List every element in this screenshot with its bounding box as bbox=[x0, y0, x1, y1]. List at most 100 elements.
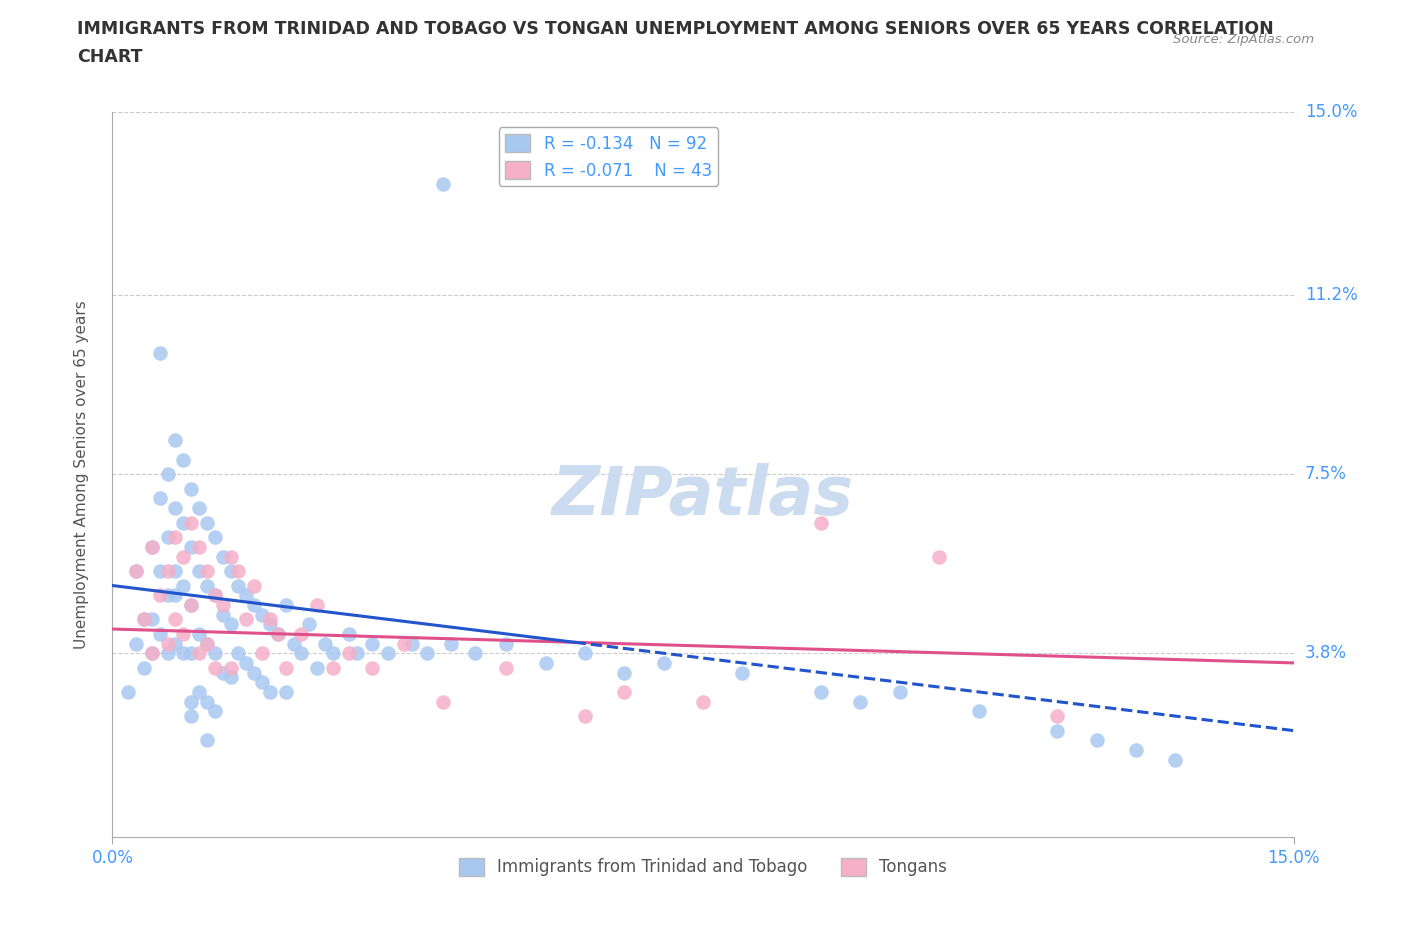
Legend: Immigrants from Trinidad and Tobago, Tongans: Immigrants from Trinidad and Tobago, Ton… bbox=[453, 851, 953, 884]
Point bbox=[195, 636, 218, 651]
Point bbox=[180, 597, 202, 612]
Point bbox=[132, 612, 155, 627]
Point bbox=[172, 645, 194, 660]
Point bbox=[250, 675, 273, 690]
Point bbox=[1046, 724, 1069, 738]
Point bbox=[1046, 709, 1069, 724]
Point bbox=[889, 684, 911, 699]
Point bbox=[401, 636, 423, 651]
Point bbox=[810, 684, 832, 699]
Point bbox=[322, 660, 344, 675]
Point bbox=[149, 491, 172, 506]
Point bbox=[141, 645, 163, 660]
Point bbox=[928, 549, 950, 564]
Point bbox=[211, 549, 233, 564]
Point bbox=[228, 564, 250, 578]
Point bbox=[259, 612, 281, 627]
Point bbox=[613, 665, 636, 680]
Point bbox=[172, 549, 194, 564]
Point bbox=[361, 660, 384, 675]
Point bbox=[195, 564, 218, 578]
Point bbox=[156, 636, 179, 651]
Point bbox=[652, 656, 675, 671]
Point bbox=[149, 627, 172, 642]
Point bbox=[211, 665, 233, 680]
Point bbox=[810, 515, 832, 530]
Point bbox=[322, 645, 344, 660]
Point bbox=[495, 636, 517, 651]
Point bbox=[156, 588, 179, 603]
Point bbox=[204, 645, 226, 660]
Point bbox=[125, 564, 148, 578]
Point bbox=[259, 684, 281, 699]
Point bbox=[290, 627, 312, 642]
Point bbox=[1125, 742, 1147, 757]
Point bbox=[416, 645, 439, 660]
Point bbox=[298, 617, 321, 631]
Point bbox=[172, 515, 194, 530]
Point bbox=[235, 612, 257, 627]
Point bbox=[1085, 733, 1108, 748]
Point bbox=[204, 704, 226, 719]
Point bbox=[125, 564, 148, 578]
Text: 7.5%: 7.5% bbox=[1305, 465, 1347, 484]
Text: 11.2%: 11.2% bbox=[1305, 286, 1357, 304]
Point bbox=[156, 645, 179, 660]
Point bbox=[180, 515, 202, 530]
Point bbox=[156, 564, 179, 578]
Point bbox=[165, 564, 187, 578]
Point bbox=[243, 597, 266, 612]
Point bbox=[274, 684, 297, 699]
Point bbox=[180, 539, 202, 554]
Point bbox=[849, 694, 872, 709]
Point bbox=[125, 636, 148, 651]
Point bbox=[259, 617, 281, 631]
Point bbox=[188, 645, 211, 660]
Point bbox=[204, 660, 226, 675]
Text: IMMIGRANTS FROM TRINIDAD AND TOBAGO VS TONGAN UNEMPLOYMENT AMONG SENIORS OVER 65: IMMIGRANTS FROM TRINIDAD AND TOBAGO VS T… bbox=[77, 20, 1274, 38]
Point bbox=[188, 684, 211, 699]
Point bbox=[267, 627, 290, 642]
Point bbox=[290, 645, 312, 660]
Point bbox=[165, 530, 187, 545]
Point bbox=[188, 627, 211, 642]
Point bbox=[274, 660, 297, 675]
Point bbox=[967, 704, 990, 719]
Point bbox=[307, 597, 329, 612]
Point bbox=[228, 645, 250, 660]
Point bbox=[440, 636, 463, 651]
Point bbox=[250, 645, 273, 660]
Point bbox=[307, 660, 329, 675]
Text: 15.0%: 15.0% bbox=[1305, 102, 1357, 121]
Point bbox=[219, 549, 242, 564]
Point bbox=[574, 645, 596, 660]
Point bbox=[314, 636, 336, 651]
Point bbox=[1164, 752, 1187, 767]
Point bbox=[180, 694, 202, 709]
Point bbox=[204, 588, 226, 603]
Point bbox=[495, 660, 517, 675]
Point bbox=[219, 617, 242, 631]
Point bbox=[188, 564, 211, 578]
Y-axis label: Unemployment Among Seniors over 65 years: Unemployment Among Seniors over 65 years bbox=[75, 300, 89, 649]
Point bbox=[204, 530, 226, 545]
Point bbox=[613, 684, 636, 699]
Point bbox=[165, 612, 187, 627]
Point bbox=[283, 636, 305, 651]
Point bbox=[361, 636, 384, 651]
Point bbox=[235, 656, 257, 671]
Point bbox=[731, 665, 754, 680]
Text: CHART: CHART bbox=[77, 48, 143, 66]
Point bbox=[346, 645, 368, 660]
Point bbox=[156, 467, 179, 482]
Point bbox=[195, 578, 218, 593]
Point bbox=[337, 645, 360, 660]
Point bbox=[692, 694, 714, 709]
Point bbox=[172, 578, 194, 593]
Point bbox=[132, 660, 155, 675]
Point bbox=[267, 627, 290, 642]
Point bbox=[219, 660, 242, 675]
Point bbox=[274, 597, 297, 612]
Point bbox=[219, 670, 242, 684]
Text: 3.8%: 3.8% bbox=[1305, 644, 1347, 662]
